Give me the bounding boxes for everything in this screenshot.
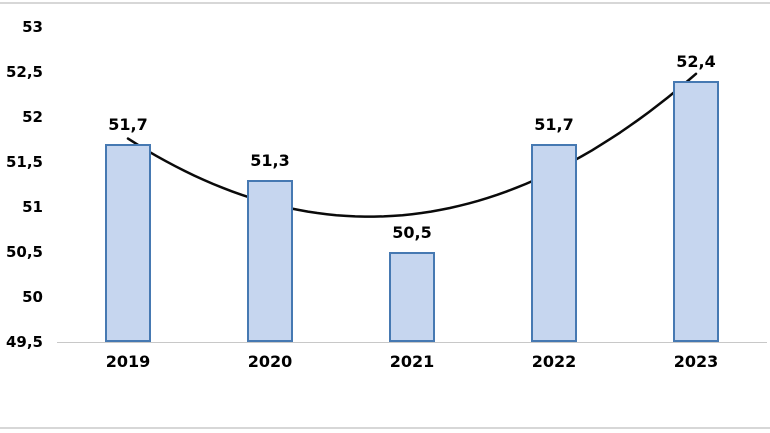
bar-value-label: 50,5 — [392, 223, 432, 242]
bar-value-label: 51,7 — [108, 115, 148, 134]
bar-2021 — [389, 252, 435, 342]
bottom-frame-line — [0, 427, 770, 429]
x-axis-label: 2023 — [673, 352, 719, 371]
bar-2022 — [531, 144, 577, 342]
x-axis-line — [57, 342, 767, 343]
y-axis-tick-label: 51 — [22, 198, 43, 216]
x-axis-label: 2022 — [531, 352, 577, 371]
x-axis-label: 2021 — [389, 352, 435, 371]
y-axis-tick-label: 52 — [22, 108, 43, 126]
y-axis-tick-label: 50,5 — [5, 243, 43, 261]
x-axis-label: 2019 — [105, 352, 151, 371]
y-axis-tick-label: 50 — [22, 288, 43, 306]
y-axis-tick-label: 53 — [22, 18, 43, 36]
top-frame-line — [0, 2, 770, 4]
bar-value-label: 51,3 — [250, 151, 290, 170]
y-axis-tick-label: 51,5 — [5, 153, 43, 171]
bar-2019 — [105, 144, 151, 342]
y-axis-tick-label: 52,5 — [5, 63, 43, 81]
bar-value-label: 51,7 — [534, 115, 574, 134]
bar-2020 — [247, 180, 293, 342]
bar-value-label: 52,4 — [676, 52, 716, 71]
x-axis-label: 2020 — [247, 352, 293, 371]
bar-2023 — [673, 81, 719, 342]
y-axis-tick-label: 49,5 — [5, 333, 43, 351]
